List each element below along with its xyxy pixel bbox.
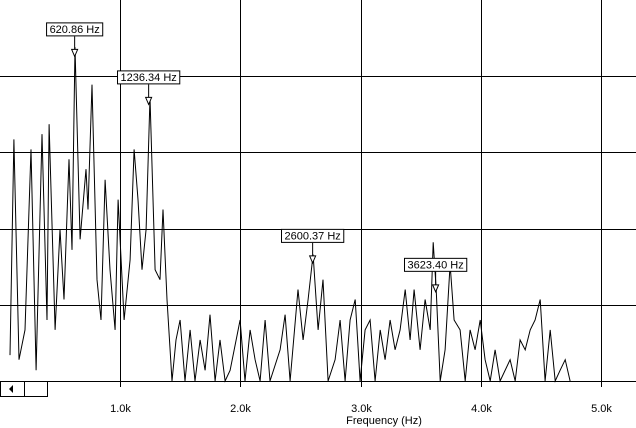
- x-tick-label: 2.0k: [230, 403, 251, 415]
- marker-arrow: [144, 96, 153, 106]
- marker-arrow: [431, 284, 440, 294]
- scroll-left-arrow[interactable]: [9, 385, 13, 393]
- x-tick-label: 5.0k: [591, 403, 612, 415]
- x-tick-label: 4.0k: [471, 403, 492, 415]
- marker-label: 620.86 Hz: [50, 24, 100, 36]
- spectrum-line: [9, 47, 571, 383]
- marker-label: 3623.40 Hz: [407, 259, 463, 271]
- scrollbar[interactable]: [0, 381, 48, 397]
- marker-arrow: [70, 48, 79, 58]
- x-axis-label: Frequency (Hz): [346, 415, 422, 427]
- marker-label-box: [281, 228, 345, 243]
- x-tick-label: 1.0k: [110, 403, 131, 415]
- x-tick-label: 3.0k: [351, 403, 372, 415]
- marker-label-box: [117, 70, 181, 85]
- marker-label-box: [403, 257, 468, 272]
- marker-arrow: [308, 255, 317, 265]
- marker-label-box: [46, 22, 104, 37]
- plot: 1.0k 2.0k 3.0k 4.0k 5.0k 620.86 Hz 1236.34 Hz 2…: [0, 0, 636, 415]
- marker-label: 1236.34 Hz: [121, 72, 177, 84]
- marker-label: 2600.37 Hz: [285, 230, 341, 242]
